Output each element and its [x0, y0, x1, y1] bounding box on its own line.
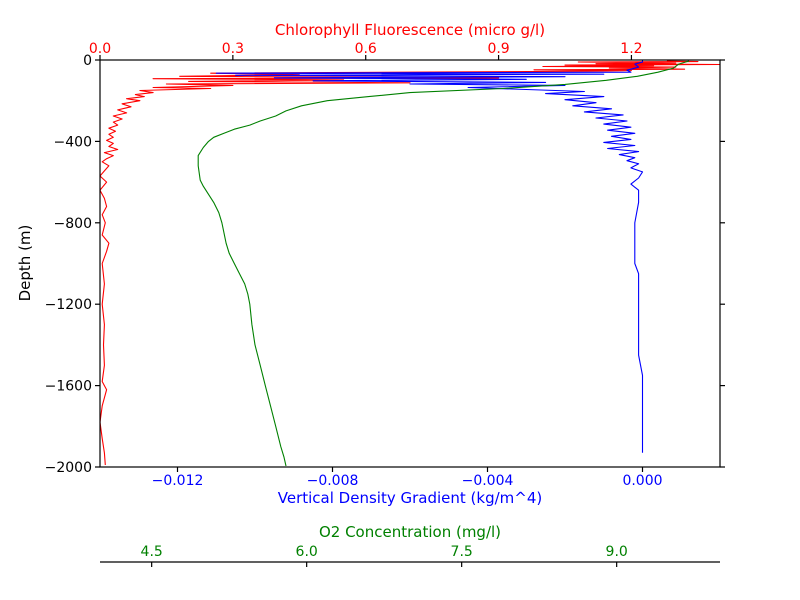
chlorophyll-tick-label: 0.9	[487, 41, 509, 57]
depth-tick-label: −1600	[45, 379, 92, 395]
axis-layer: 0 −400 −800 −1200 −1600 −2000 0.0 0.3 0.6 0.9 1.2 −…	[45, 41, 725, 567]
chlorophyll-tick-label: 1.2	[620, 41, 642, 57]
chlorophyll-profile-line	[99, 60, 721, 466]
density-tick-label: −0.012	[152, 473, 204, 489]
depth-tick-label: 0	[83, 53, 92, 69]
oxygen-tick-label: 9.0	[606, 544, 628, 560]
chlorophyll-tick-label: 0.6	[355, 41, 377, 57]
depth-tick-label: −400	[54, 134, 92, 150]
depth-tick-label: −800	[54, 216, 92, 232]
depth-tick-label: −1200	[45, 297, 92, 313]
density-tick-label: −0.008	[307, 473, 359, 489]
density-axis-label: Vertical Density Gradient (kg/m^4)	[278, 489, 542, 507]
chlorophyll-tick-label: 0.3	[222, 41, 244, 57]
chlorophyll-tick-label: 0.0	[89, 41, 111, 57]
oxygen-tick-label: 4.5	[141, 544, 163, 560]
oxygen-tick-label: 6.0	[296, 544, 318, 560]
series-layer	[99, 60, 721, 467]
density-profile-line	[215, 60, 644, 453]
density-tick-label: 0.000	[622, 473, 662, 489]
oxygen-profile-line	[197, 60, 690, 467]
oxygen-axis-label: O2 Concentration (mg/l)	[319, 523, 501, 541]
depth-tick-label: −2000	[45, 460, 92, 476]
plot-frame	[99, 59, 721, 468]
density-tick-label: −0.004	[462, 473, 514, 489]
oxygen-tick-label: 7.5	[451, 544, 473, 560]
depth-axis-label: Depth (m)	[16, 225, 34, 302]
chlorophyll-axis-label: Chlorophyll Fluorescence (micro g/l)	[275, 21, 545, 39]
